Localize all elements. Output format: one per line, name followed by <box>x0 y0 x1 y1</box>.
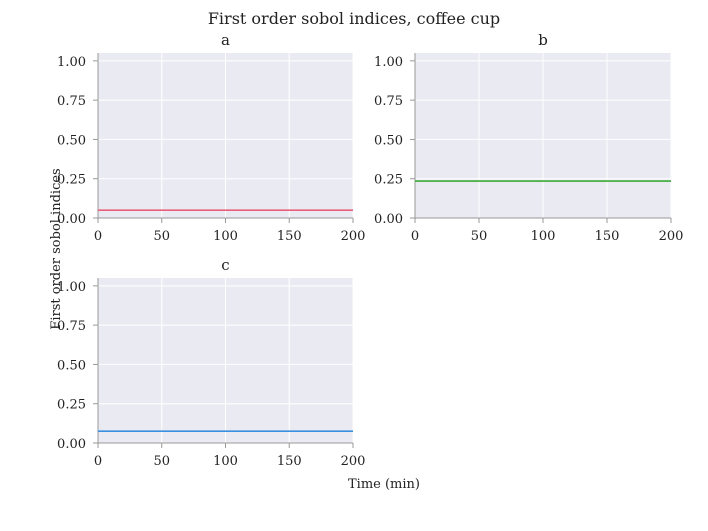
y-tick-label: 0.25 <box>57 398 86 413</box>
x-tick-label: 50 <box>471 229 488 244</box>
y-tick-label: 0.50 <box>57 133 86 148</box>
x-tick-label: 100 <box>213 454 238 469</box>
x-tick-label: 150 <box>277 454 302 469</box>
x-tick-label: 0 <box>94 229 102 244</box>
subplot-title: a <box>221 31 230 49</box>
x-tick-label: 200 <box>341 454 366 469</box>
y-tick-label: 1.00 <box>374 55 403 70</box>
x-tick-label: 200 <box>659 229 684 244</box>
subplot-title: b <box>538 31 548 49</box>
panel-a: 0 50 100 150 200 0.00 0.25 0.50 0.75 1.00 a <box>57 31 365 244</box>
x-tick-label: 100 <box>531 229 556 244</box>
panel-c: 0 50 100 150 200 0.00 0.25 0.50 0.75 1.00 c <box>57 256 365 469</box>
y-tick-label: 0.00 <box>57 437 86 452</box>
y-tick-label: 0.75 <box>374 94 403 109</box>
x-axis-label: Time (min) <box>348 477 420 492</box>
y-tick-label: 1.00 <box>57 280 86 295</box>
panel-b: 0 50 100 150 200 0.00 0.25 0.50 0.75 1.00 b <box>374 31 683 244</box>
subplot-title: c <box>221 256 229 274</box>
y-tick-label: 0.00 <box>57 212 86 227</box>
x-tick-label: 50 <box>153 454 170 469</box>
x-tick-label: 0 <box>411 229 419 244</box>
y-tick-label: 0.25 <box>57 173 86 188</box>
y-tick-label: 0.75 <box>57 94 86 109</box>
y-axis-label: First order sobol indices <box>49 168 64 329</box>
x-tick-label: 200 <box>341 229 366 244</box>
y-tick-label: 0.50 <box>374 133 403 148</box>
x-tick-label: 0 <box>94 454 102 469</box>
x-tick-label: 150 <box>277 229 302 244</box>
y-tick-label: 0.50 <box>57 358 86 373</box>
figure-title: First order sobol indices, coffee cup <box>208 9 500 28</box>
x-tick-label: 50 <box>153 229 170 244</box>
y-tick-label: 0.00 <box>374 212 403 227</box>
x-tick-label: 150 <box>595 229 620 244</box>
y-tick-label: 0.25 <box>374 173 403 188</box>
y-tick-label: 0.75 <box>57 319 86 334</box>
y-tick-label: 1.00 <box>57 55 86 70</box>
x-tick-label: 100 <box>213 229 238 244</box>
